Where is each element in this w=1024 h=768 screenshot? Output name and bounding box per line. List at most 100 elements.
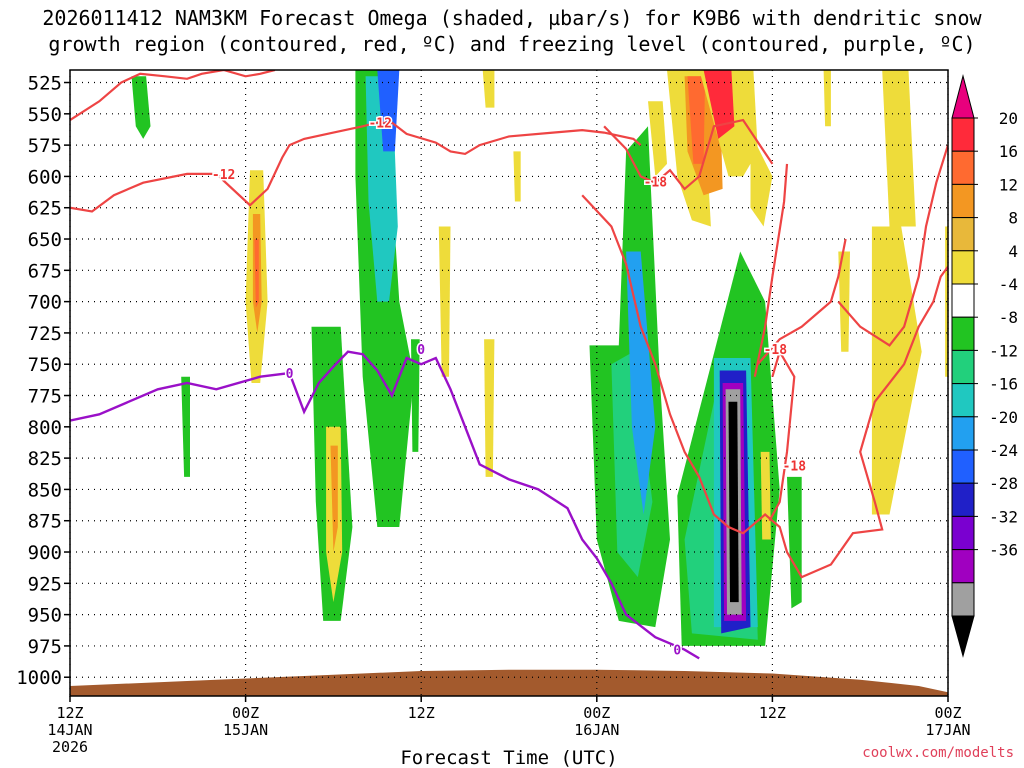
y-tick-label-825: 825 — [28, 448, 62, 470]
plot-area — [70, 70, 948, 696]
omega-region-12 — [787, 476, 802, 609]
red-contour-label-4: -18 — [783, 460, 807, 475]
red-contour-4 — [753, 163, 789, 377]
colorbar: 20 16 12 8 4 -4 -8 -12 -16 -20 -24 -28 -32 -36 — [951, 74, 1018, 658]
x-tick-label-36-0: 00Z — [583, 704, 610, 722]
omega-region-23 — [438, 226, 451, 377]
omega-region-24 — [484, 339, 495, 477]
y-tick-label-875: 875 — [28, 511, 62, 533]
omega-region-9 — [626, 251, 656, 515]
omega-region-8 — [611, 351, 653, 578]
colorbar-segment-13 — [951, 515, 975, 551]
colorbar-label-6: -8 — [999, 308, 1018, 327]
y-tick-label-650: 650 — [28, 229, 62, 251]
colorbar-bottom-arrow — [951, 615, 975, 658]
y-tick-label-900: 900 — [28, 542, 62, 564]
colorbar-label-8: -16 — [989, 375, 1018, 394]
colorbar-segment-10 — [951, 416, 975, 451]
omega-region-17 — [728, 401, 739, 603]
y-tick-label-675: 675 — [28, 260, 62, 282]
omega-region-4 — [131, 76, 151, 139]
y-tick-label-950: 950 — [28, 605, 62, 627]
y-tick-label-525: 525 — [28, 73, 62, 95]
freezing-level-label-1: 0 — [417, 343, 425, 358]
colorbar-label-0: 20 — [999, 109, 1018, 128]
colorbar-label-11: -28 — [989, 474, 1018, 493]
y-tick-label-975: 975 — [28, 636, 62, 658]
red-contour-label-2: -18 — [644, 175, 668, 190]
colorbar-segment-5 — [951, 250, 975, 285]
colorbar-label-4: 4 — [1008, 242, 1018, 261]
red-contour-7 — [837, 144, 948, 347]
x-axis-label: Forecast Time (UTC) — [400, 747, 617, 768]
colorbar-segment-12 — [951, 482, 975, 517]
red-contour-label-3: -18 — [764, 343, 788, 358]
y-tick-label-550: 550 — [28, 104, 62, 126]
chart-title-line-1: 2026011412 NAM3KM Forecast Omega (shaded… — [42, 6, 982, 30]
colorbar-label-10: -24 — [989, 441, 1018, 460]
colorbar-label-12: -32 — [989, 507, 1018, 526]
contour-layer — [70, 70, 948, 660]
colorbar-label-1: 16 — [999, 142, 1018, 161]
freezing-level-label-0: 0 — [286, 367, 294, 382]
chart-title-line-2: growth region (contoured, red, ºC) and f… — [48, 32, 976, 56]
freezing-level-label-2: 0 — [673, 644, 681, 659]
y-tick-label-725: 725 — [28, 323, 62, 345]
y-tick-label-575: 575 — [28, 135, 62, 157]
colorbar-segment-2 — [951, 150, 975, 185]
colorbar-segment-3 — [951, 183, 975, 219]
y-tick-label-850: 850 — [28, 479, 62, 501]
red-contour-6 — [768, 348, 796, 522]
colorbar-label-5: -4 — [999, 275, 1018, 294]
omega-region-2 — [377, 70, 400, 152]
red-contour-5 — [756, 238, 847, 365]
x-tick-label-0-1: 14JAN — [47, 721, 92, 739]
omega-region-22 — [330, 445, 338, 552]
y-tick-label-700: 700 — [28, 292, 62, 314]
y-tick-label-625: 625 — [28, 198, 62, 220]
contour-label-layer: -12 -12 -18 -18 -18 0 0 0 — [210, 115, 807, 660]
terrain-fill — [70, 669, 948, 696]
colorbar-segment-11 — [951, 449, 975, 484]
red-contour-2 — [603, 118, 774, 191]
omega-region-26 — [513, 151, 521, 202]
colorbar-segment-4 — [951, 217, 975, 252]
y-tick-label-1000: 1000 — [16, 667, 62, 689]
red-contour-0 — [70, 70, 276, 122]
omega-region-33 — [750, 132, 773, 227]
colorbar-segment-14 — [951, 549, 975, 584]
colorbar-segment-1 — [951, 117, 975, 152]
omega-region-35 — [882, 70, 916, 227]
colorbar-label-2: 12 — [999, 175, 1018, 194]
omega-region-32 — [703, 70, 735, 139]
x-tick-label-60-1: 17JAN — [925, 721, 970, 739]
plot-frame — [69, 69, 949, 697]
x-tick-label-60-0: 00Z — [934, 704, 961, 722]
colorbar-top-arrow — [951, 74, 975, 119]
omega-region-39 — [760, 451, 771, 540]
x-tick-label-48-0: 12Z — [759, 704, 786, 722]
colorbar-label-13: -36 — [989, 541, 1018, 560]
red-contour-1 — [70, 121, 642, 213]
omega-region-5 — [181, 376, 190, 477]
y-tick-label-750: 750 — [28, 354, 62, 376]
y-tick-label-775: 775 — [28, 386, 62, 408]
x-tick-label-12-1: 15JAN — [223, 721, 268, 739]
red-contour-label-1: -12 — [212, 168, 235, 183]
credit-text: coolwx.com/modelts — [862, 745, 1014, 761]
omega-region-34 — [823, 70, 831, 127]
colorbar-label-3: 8 — [1008, 209, 1018, 228]
freezing-level-contour — [70, 350, 700, 660]
omega-region-25 — [482, 70, 495, 108]
red-contour-label-0: -12 — [368, 117, 391, 132]
x-tick-label-12-0: 00Z — [232, 704, 259, 722]
colorbar-label-7: -12 — [989, 341, 1018, 360]
y-tick-label-800: 800 — [28, 417, 62, 439]
y-tick-label-600: 600 — [28, 166, 62, 188]
terrain-layer — [70, 669, 948, 696]
y-axis: 525 550 575 600 625 650 675 700 725 750 775 800 825 8… — [16, 73, 70, 689]
colorbar-segment-7 — [951, 316, 975, 351]
omega-region-37 — [871, 226, 922, 515]
